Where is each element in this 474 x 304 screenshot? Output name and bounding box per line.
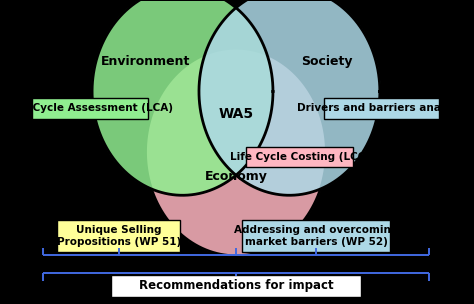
Polygon shape (146, 48, 327, 256)
Text: Society: Society (301, 55, 352, 68)
Polygon shape (199, 0, 380, 195)
Text: Life Cycle Assessment (LCA): Life Cycle Assessment (LCA) (7, 103, 173, 113)
Text: Unique Selling
Propositions (WP 51): Unique Selling Propositions (WP 51) (57, 225, 181, 247)
Text: Drivers and barriers analysis: Drivers and barriers analysis (297, 103, 467, 113)
Text: Economy: Economy (205, 170, 267, 183)
FancyBboxPatch shape (246, 147, 353, 167)
Polygon shape (92, 0, 273, 195)
Text: Addressing and overcoming
market barriers (WP 52): Addressing and overcoming market barrier… (234, 225, 398, 247)
FancyBboxPatch shape (57, 220, 181, 252)
FancyBboxPatch shape (242, 220, 390, 252)
Text: Environment: Environment (101, 55, 190, 68)
FancyBboxPatch shape (110, 275, 361, 297)
FancyBboxPatch shape (33, 98, 147, 119)
Text: WA5: WA5 (219, 107, 254, 121)
Text: Life Cycle Costing (LCC): Life Cycle Costing (LCC) (229, 152, 370, 162)
FancyBboxPatch shape (324, 98, 439, 119)
Text: Recommendations for impact: Recommendations for impact (139, 279, 333, 292)
